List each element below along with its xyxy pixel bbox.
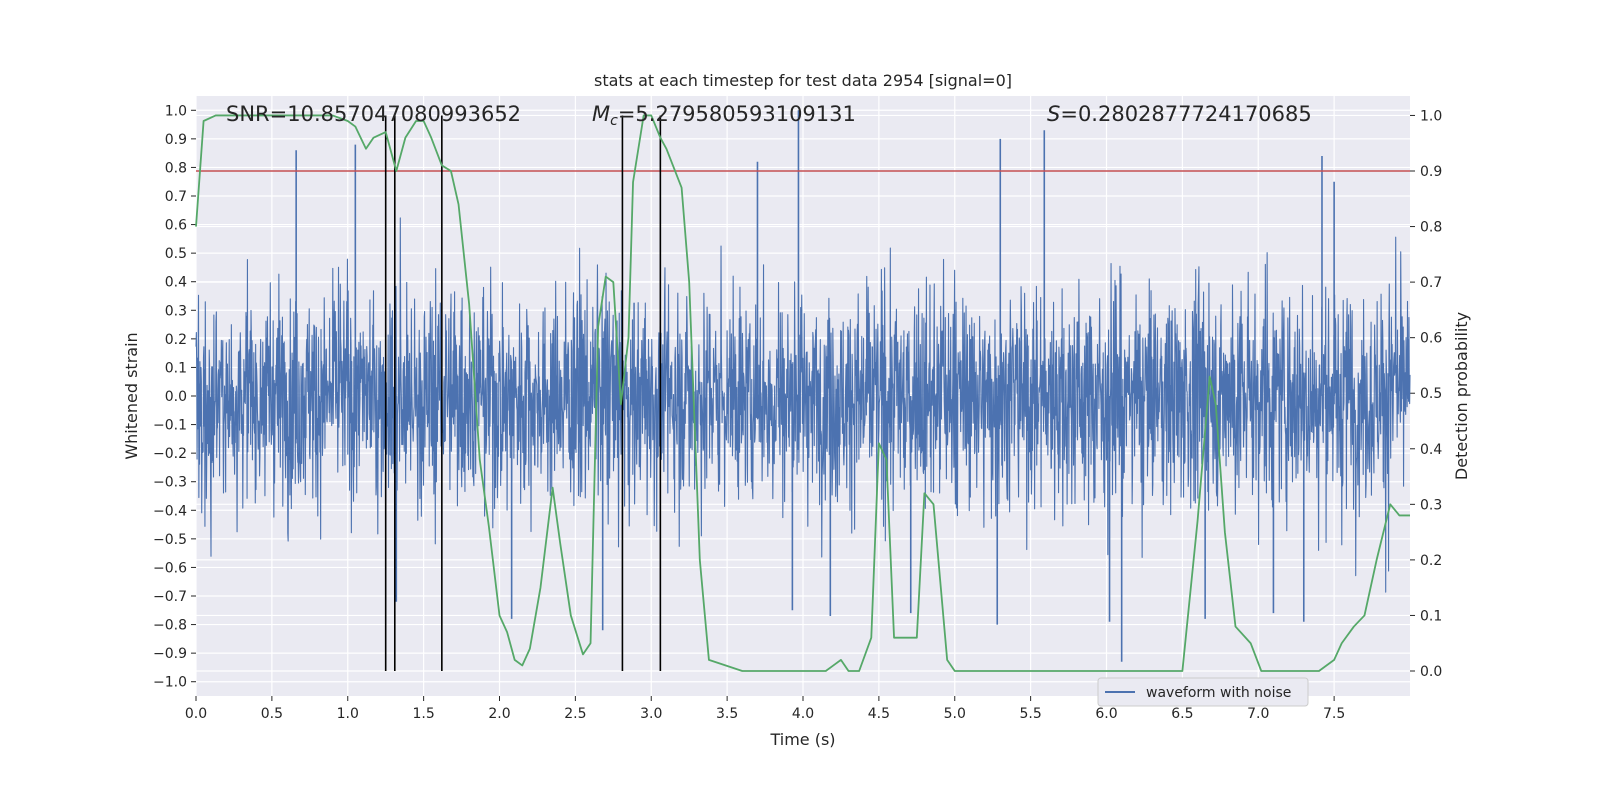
y-tick-label-left: −0.5 <box>153 532 187 548</box>
x-tick-label: 3.0 <box>640 706 662 722</box>
y-tick-label-left: −0.6 <box>153 560 187 576</box>
y-tick-label-right: 0.5 <box>1420 386 1442 402</box>
y-tick-label-left: 0.4 <box>165 275 187 291</box>
x-tick-label: 1.5 <box>412 706 434 722</box>
y-tick-label-right: 0.0 <box>1420 664 1442 680</box>
y-axis-label-right: Detection probability <box>1452 312 1471 480</box>
x-tick-label: 2.0 <box>488 706 510 722</box>
mc-value: =5.279580593109131 <box>618 102 856 126</box>
x-tick-label: 2.5 <box>564 706 586 722</box>
mc-symbol: M <box>592 102 610 126</box>
y-tick-label-left: 0.6 <box>165 218 187 234</box>
y-tick-label-left: −0.4 <box>153 503 187 519</box>
y-tick-label-right: 0.9 <box>1420 164 1442 180</box>
y-tick-label-right: 0.6 <box>1420 331 1442 347</box>
y-tick-label-left: −0.3 <box>153 475 187 491</box>
y-tick-label-left: 0.0 <box>165 389 187 405</box>
waveform-series <box>195 110 1411 662</box>
y-tick-label-left: −0.1 <box>153 418 187 434</box>
y-tick-label-right: 1.0 <box>1420 108 1442 124</box>
y-tick-label-right: 0.4 <box>1420 442 1442 458</box>
y-tick-labels-left: −1.0 −0.9 −0.8 −0.7 −0.6 −0.5 −0.4 −0.3 −0.2 −0.1… <box>153 103 196 691</box>
s-value: =0.2802877724170685 <box>1060 102 1311 126</box>
x-tick-labels: 0.0 0.5 1.0 1.5 2.0 2.5 3.0 3.5 4.0 4.5 5.0 5.5 6.0 6… <box>185 696 1345 722</box>
y-tick-labels-right: 0.0 0.1 0.2 0.3 0.4 0.5 0.6 0.7 0.8 0.9 1.0 <box>1410 108 1442 680</box>
x-tick-label: 4.0 <box>792 706 814 722</box>
y-tick-label-left: 0.7 <box>165 189 187 205</box>
x-tick-label: 5.0 <box>944 706 966 722</box>
legend-label: waveform with noise <box>1146 685 1291 701</box>
x-tick-label: 6.0 <box>1095 706 1117 722</box>
y-tick-label-left: −0.9 <box>153 646 187 662</box>
x-tick-label: 0.5 <box>261 706 283 722</box>
s-annotation: S=0.2802877724170685 <box>1047 102 1312 126</box>
x-tick-label: 0.0 <box>185 706 207 722</box>
x-tick-label: 5.5 <box>1019 706 1041 722</box>
mc-annotation: Mc=5.279580593109131 <box>592 102 856 129</box>
x-tick-label: 4.5 <box>868 706 890 722</box>
y-tick-label-left: 0.9 <box>165 132 187 148</box>
y-tick-label-left: 0.8 <box>165 160 187 176</box>
legend: waveform with noise <box>1097 677 1309 707</box>
y-tick-label-left: −0.8 <box>153 618 187 634</box>
probability-series <box>195 114 1410 672</box>
s-symbol: S <box>1047 102 1060 126</box>
y-axis-label-left: Whitened strain <box>122 332 141 459</box>
x-tick-label: 1.0 <box>337 706 359 722</box>
y-tick-label-left: −0.2 <box>153 446 187 462</box>
probability-line <box>195 114 1410 672</box>
y-tick-label-left: −0.7 <box>153 589 187 605</box>
x-tick-label: 3.5 <box>716 706 738 722</box>
y-tick-label-left: 1.0 <box>165 103 187 119</box>
y-tick-label-right: 0.3 <box>1420 497 1442 513</box>
y-tick-label-left: 0.5 <box>165 246 187 262</box>
y-tick-label-right: 0.7 <box>1420 275 1442 291</box>
x-axis-label: Time (s) <box>769 730 835 749</box>
overlay-lines <box>196 115 1410 671</box>
snr-annotation: SNR=10.857047080993652 <box>226 102 521 126</box>
legend-box <box>1097 677 1309 707</box>
mc-subscript: c <box>610 113 618 129</box>
x-tick-label: 7.0 <box>1247 706 1269 722</box>
y-tick-label-left: 0.2 <box>165 332 187 348</box>
y-tick-label-right: 0.1 <box>1420 608 1442 624</box>
x-tick-label: 6.5 <box>1171 706 1193 722</box>
y-tick-label-right: 0.2 <box>1420 553 1442 569</box>
waveform-line <box>195 217 1411 593</box>
y-tick-label-left: −1.0 <box>153 675 187 691</box>
y-tick-label-left: 0.3 <box>165 303 187 319</box>
x-tick-label: 7.5 <box>1323 706 1345 722</box>
y-tick-label-right: 0.8 <box>1420 220 1442 236</box>
y-tick-label-left: 0.1 <box>165 360 187 376</box>
chart-title: stats at each timestep for test data 295… <box>594 71 1012 90</box>
